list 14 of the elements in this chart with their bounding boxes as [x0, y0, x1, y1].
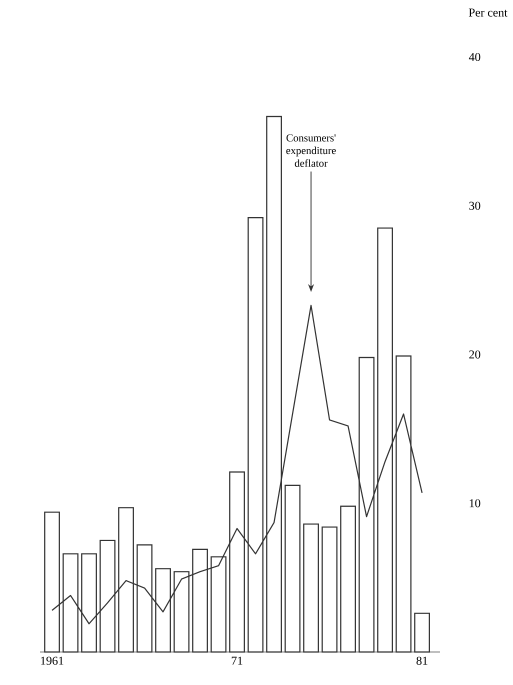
x-tick-label: 81 — [416, 656, 428, 665]
y-tick-label: 40 — [468, 52, 480, 62]
bar — [284, 484, 300, 653]
x-tick-label: 1961 — [40, 656, 64, 665]
y-tick-label: 30 — [469, 202, 480, 210]
x-tick-label: 71 — [232, 656, 242, 665]
bar — [302, 523, 319, 653]
bar — [414, 612, 430, 653]
y-tick-label: 10 — [470, 499, 480, 508]
y-axis-title: Per cent — [468, 8, 508, 17]
bar — [321, 526, 338, 653]
y-tick-label: 20 — [469, 350, 480, 359]
annotation: Consumers' expenditure deflator — [286, 134, 336, 167]
bar — [340, 506, 356, 653]
